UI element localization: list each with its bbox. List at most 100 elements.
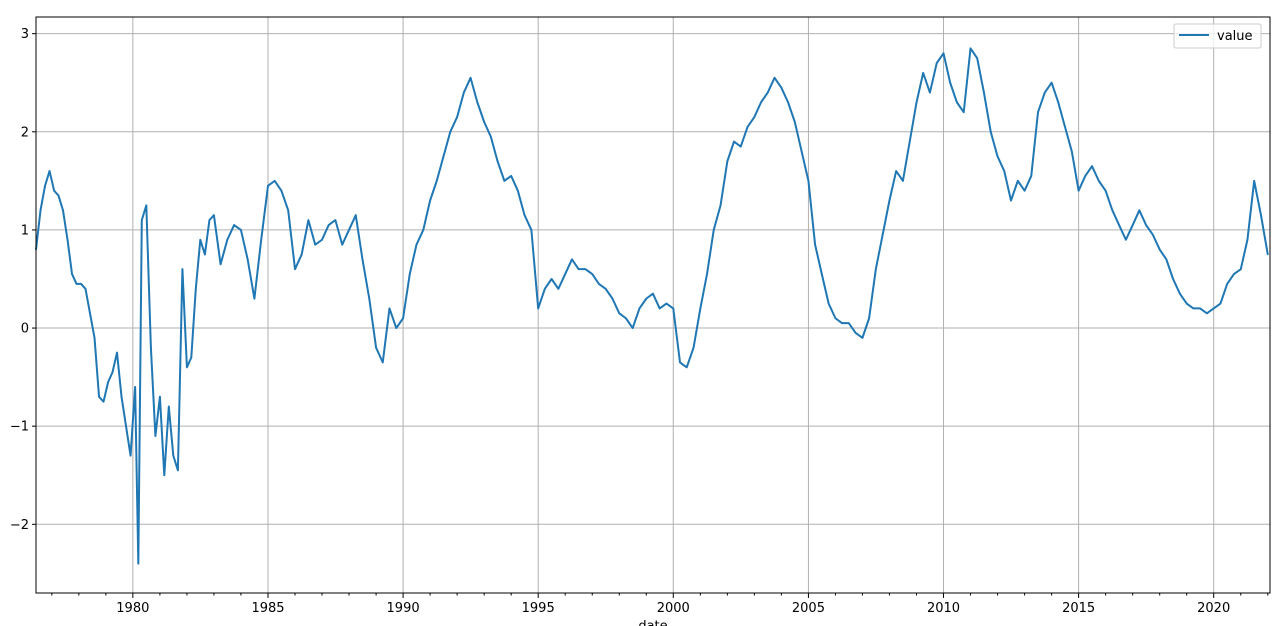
data-point xyxy=(942,52,945,55)
data-point xyxy=(875,268,877,270)
data-point xyxy=(814,243,816,246)
data-point xyxy=(989,131,992,133)
grid xyxy=(36,17,1270,593)
x-tick-label: 1995 xyxy=(522,601,555,616)
data-point xyxy=(71,273,73,275)
data-point xyxy=(868,317,870,320)
data-point xyxy=(294,268,296,270)
data-point xyxy=(1131,224,1134,226)
data-point xyxy=(48,170,51,172)
data-point xyxy=(415,243,418,246)
x-tick-label: 2015 xyxy=(1062,601,1095,616)
data-point xyxy=(544,288,546,290)
data-point xyxy=(429,199,431,202)
data-point xyxy=(89,312,91,315)
x-tick-label: 2020 xyxy=(1197,601,1230,616)
data-point xyxy=(1212,307,1215,310)
y-tick-label: 2 xyxy=(21,125,29,140)
data-point xyxy=(163,474,166,477)
data-point xyxy=(895,170,897,172)
data-point xyxy=(199,238,202,241)
data-point xyxy=(827,302,830,305)
data-point xyxy=(658,307,661,310)
plot-frame xyxy=(35,16,1271,594)
data-point xyxy=(260,238,263,241)
data-point xyxy=(821,273,823,275)
y-tick-label: −1 xyxy=(10,420,29,435)
data-point xyxy=(760,101,762,104)
data-point xyxy=(598,283,600,285)
data-point xyxy=(503,180,506,182)
data-point xyxy=(1017,180,1019,182)
data-point xyxy=(129,454,132,457)
data-point xyxy=(102,400,105,403)
data-point xyxy=(1158,248,1161,251)
data-point xyxy=(1064,126,1066,128)
y-tick-label: 1 xyxy=(21,223,29,238)
data-point xyxy=(733,140,735,143)
data-point xyxy=(273,180,276,182)
data-point xyxy=(929,91,931,94)
data-point xyxy=(584,268,587,270)
data-point xyxy=(327,224,330,226)
data-point xyxy=(794,121,796,123)
data-point xyxy=(1192,307,1195,310)
data-point xyxy=(483,121,485,123)
data-point xyxy=(1138,209,1141,212)
data-point xyxy=(706,273,708,275)
data-point xyxy=(692,346,695,349)
data-point xyxy=(1030,175,1033,177)
data-point xyxy=(618,312,621,315)
data-point xyxy=(611,297,614,300)
data-point xyxy=(685,366,688,369)
data-point xyxy=(53,189,55,192)
data-point xyxy=(381,361,384,364)
data-point xyxy=(226,238,229,241)
data-point xyxy=(84,288,87,290)
data-point xyxy=(848,322,850,324)
data-point xyxy=(1253,180,1255,182)
data-point xyxy=(57,194,60,197)
x-tick-label: 1990 xyxy=(387,601,420,616)
data-point xyxy=(1044,91,1046,94)
data-point xyxy=(1071,150,1073,153)
x-tick-labels: 1980 1985 1990 1995 2000 2005 2010 2015 2020 xyxy=(116,601,1230,616)
data-point xyxy=(652,292,654,295)
data-point xyxy=(134,386,136,388)
data-point xyxy=(267,184,269,187)
data-point xyxy=(726,160,729,163)
data-point xyxy=(168,405,170,408)
data-point xyxy=(604,288,607,290)
data-point xyxy=(44,184,46,187)
data-point xyxy=(233,224,235,226)
data-point xyxy=(172,454,175,457)
data-point xyxy=(807,180,810,182)
data-point xyxy=(361,258,364,261)
data-point xyxy=(1179,292,1181,295)
data-point xyxy=(861,337,864,339)
data-point xyxy=(98,395,100,398)
x-tick-label: 2000 xyxy=(657,601,690,616)
data-point xyxy=(1098,180,1100,182)
data-point xyxy=(1077,189,1080,192)
data-point xyxy=(679,361,681,364)
data-point xyxy=(996,155,999,158)
data-point xyxy=(1050,81,1053,84)
data-point xyxy=(638,307,641,310)
data-point xyxy=(983,91,985,94)
data-point xyxy=(517,189,519,192)
data-point xyxy=(915,101,918,104)
data-point xyxy=(219,263,222,266)
data-point xyxy=(307,219,310,221)
data-point xyxy=(476,101,479,104)
data-point xyxy=(1199,307,1201,310)
data-point xyxy=(922,72,924,74)
data-point xyxy=(908,140,911,143)
data-point xyxy=(93,337,96,339)
data-point xyxy=(888,199,891,202)
data-point xyxy=(490,135,492,138)
data-point xyxy=(1023,189,1026,192)
data-point xyxy=(773,77,776,79)
data-point xyxy=(253,297,256,300)
y-tick-labels: −2 −1 0 1 2 3 xyxy=(10,27,29,533)
